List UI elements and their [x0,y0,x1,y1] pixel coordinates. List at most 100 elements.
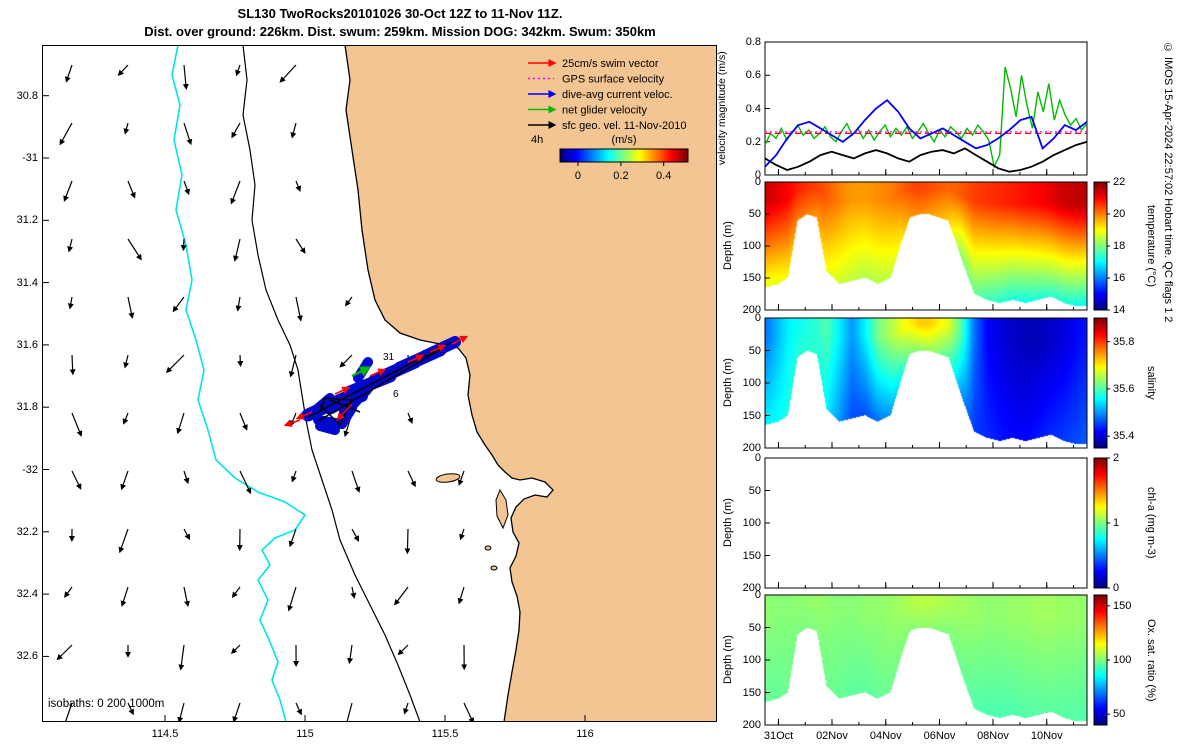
swim-vector-arrow [407,354,425,363]
current-arrow [63,180,73,202]
legend-colorbar-swatch [582,149,585,162]
current-arrow [123,354,130,369]
glider-track-line [317,346,446,422]
current-arrow [291,470,297,483]
legend-colorbar-swatch [670,149,673,162]
net-velocity-arrow [351,366,371,377]
legend-colorbar-swatch [680,149,683,162]
glider-track-line [319,397,354,427]
track-date-label: 31 [383,352,395,363]
current-arrow [397,644,409,656]
current-arrow [67,238,74,253]
depth-ytick-label: 50 [748,621,761,634]
depth-ytick-label: 150 [742,409,761,422]
isobath-200m [242,45,421,722]
date-tick-label: 08Nov [977,730,1009,742]
glider-track-line [329,399,361,413]
oxygen-colorbar [1094,595,1107,725]
current-arrow [235,296,242,312]
legend-colorbar-frame [559,148,689,163]
current-arrow [231,586,241,599]
chl-a-colorbar [1094,458,1107,588]
depth-ytick-label: 0 [754,452,761,464]
legend-colorbar-swatch [684,149,687,162]
legend-colorbar-swatch [658,149,661,162]
swim-vector-arrow [451,335,469,345]
date-tick-label: 02Nov [816,730,848,742]
legend-colorbar-swatch [602,149,605,162]
legend-colorbar-swatch [592,149,595,162]
isobath-note: isobaths: 0 200 1000m [48,698,164,710]
current-arrow [239,470,252,495]
current-arrow [69,354,76,376]
map-plot: 31 6 25cm/s swim vector GPS surface velocit… [42,45,717,722]
depth-ytick-label: 150 [742,686,761,699]
legend-colorbar-swatch [562,149,565,162]
legend-colorbar-swatch [656,149,659,162]
date-tick-label: 06Nov [923,730,956,742]
depth-ytick-label: 200 [742,582,761,594]
current-arrow [235,64,241,77]
legend-colorbar-swatch [650,149,653,162]
current-arrow [127,296,135,319]
current-arrow [404,528,411,555]
map-ytick-label: -31 [22,152,38,164]
current-arrow [71,470,82,490]
attribution-text: © IMOS 15-Apr-2024 22:57:02 Hobart time.… [1162,42,1174,323]
legend-colorbar-swatch [648,149,651,162]
salinity-colorbar-tick-label: 35.8 [1113,335,1135,348]
swim-vector-arrow [369,368,387,377]
panel-frame [764,41,1088,176]
depth-ytick-label: 50 [748,344,761,357]
map-ytick-label: -32 [22,463,38,476]
temperature-colorbar-tick-label: 14 [1113,304,1126,316]
legend-item-label: net glider velocity [562,105,647,117]
temperature-section-canvas [765,182,1087,310]
legend-colorbar-swatch [616,149,619,162]
date-tick-label: 31Oct [763,730,794,742]
map-subtitle: Dist. over ground: 226km. Dist. swum: 25… [144,24,656,39]
legend-colorbar-tick-label: 0.2 [613,170,628,182]
current-arrow [123,122,130,135]
current-arrow [64,586,73,598]
legend-colorbar-swatch [630,149,633,162]
current-arrow [407,470,416,488]
depth-ytick-label: 100 [742,377,761,389]
legend-colorbar-swatch [570,149,573,162]
depth-ytick-label: 100 [742,517,761,529]
legend-colorbar-swatch [628,149,631,162]
vel-ytick-label: 0.2 [745,135,761,148]
current-arrow [463,702,474,722]
legend-colorbar-swatch [676,149,679,162]
oxygen-colorbar-label: Ox. sat. ratio (%) [1145,618,1157,702]
depth-ytick-label: 0 [754,589,761,601]
current-arrow [231,122,241,139]
temperature-colorbar-label: temperature (°C) [1145,204,1157,288]
map-ytick-label: 32.6 [16,650,38,663]
date-tick-label: 04Nov [869,730,902,742]
swim-vector-arrow [336,403,353,421]
legend-colorbar-swatch [572,149,575,162]
legend-colorbar-swatch [590,149,593,162]
legend-colorbar-swatch [686,149,689,162]
current-arrow [295,238,306,254]
legend-colorbar-swatch [682,149,685,162]
legend-colorbar-swatch [596,149,599,162]
salinity-colorbar-tick-label: 35.4 [1113,430,1135,443]
legend-colorbar-swatch [662,149,665,162]
current-arrow [279,64,297,83]
current-arrow [351,528,360,542]
current-arrow [232,702,241,722]
current-arrow [182,64,189,90]
current-arrow [59,122,73,146]
depth-ytick-label: 200 [742,719,761,731]
velocity-ylabel: velocity magnitude (m/s) [716,51,728,166]
current-arrow [230,180,241,205]
legend-colorbar-swatch [580,149,583,162]
temperature-colorbar-tick-label: 22 [1113,176,1126,188]
swim-vector-arrow [295,411,313,420]
legend-colorbar-swatch [640,149,643,162]
current-arrow [183,528,191,541]
map-xtick-label: 115 [296,728,314,740]
